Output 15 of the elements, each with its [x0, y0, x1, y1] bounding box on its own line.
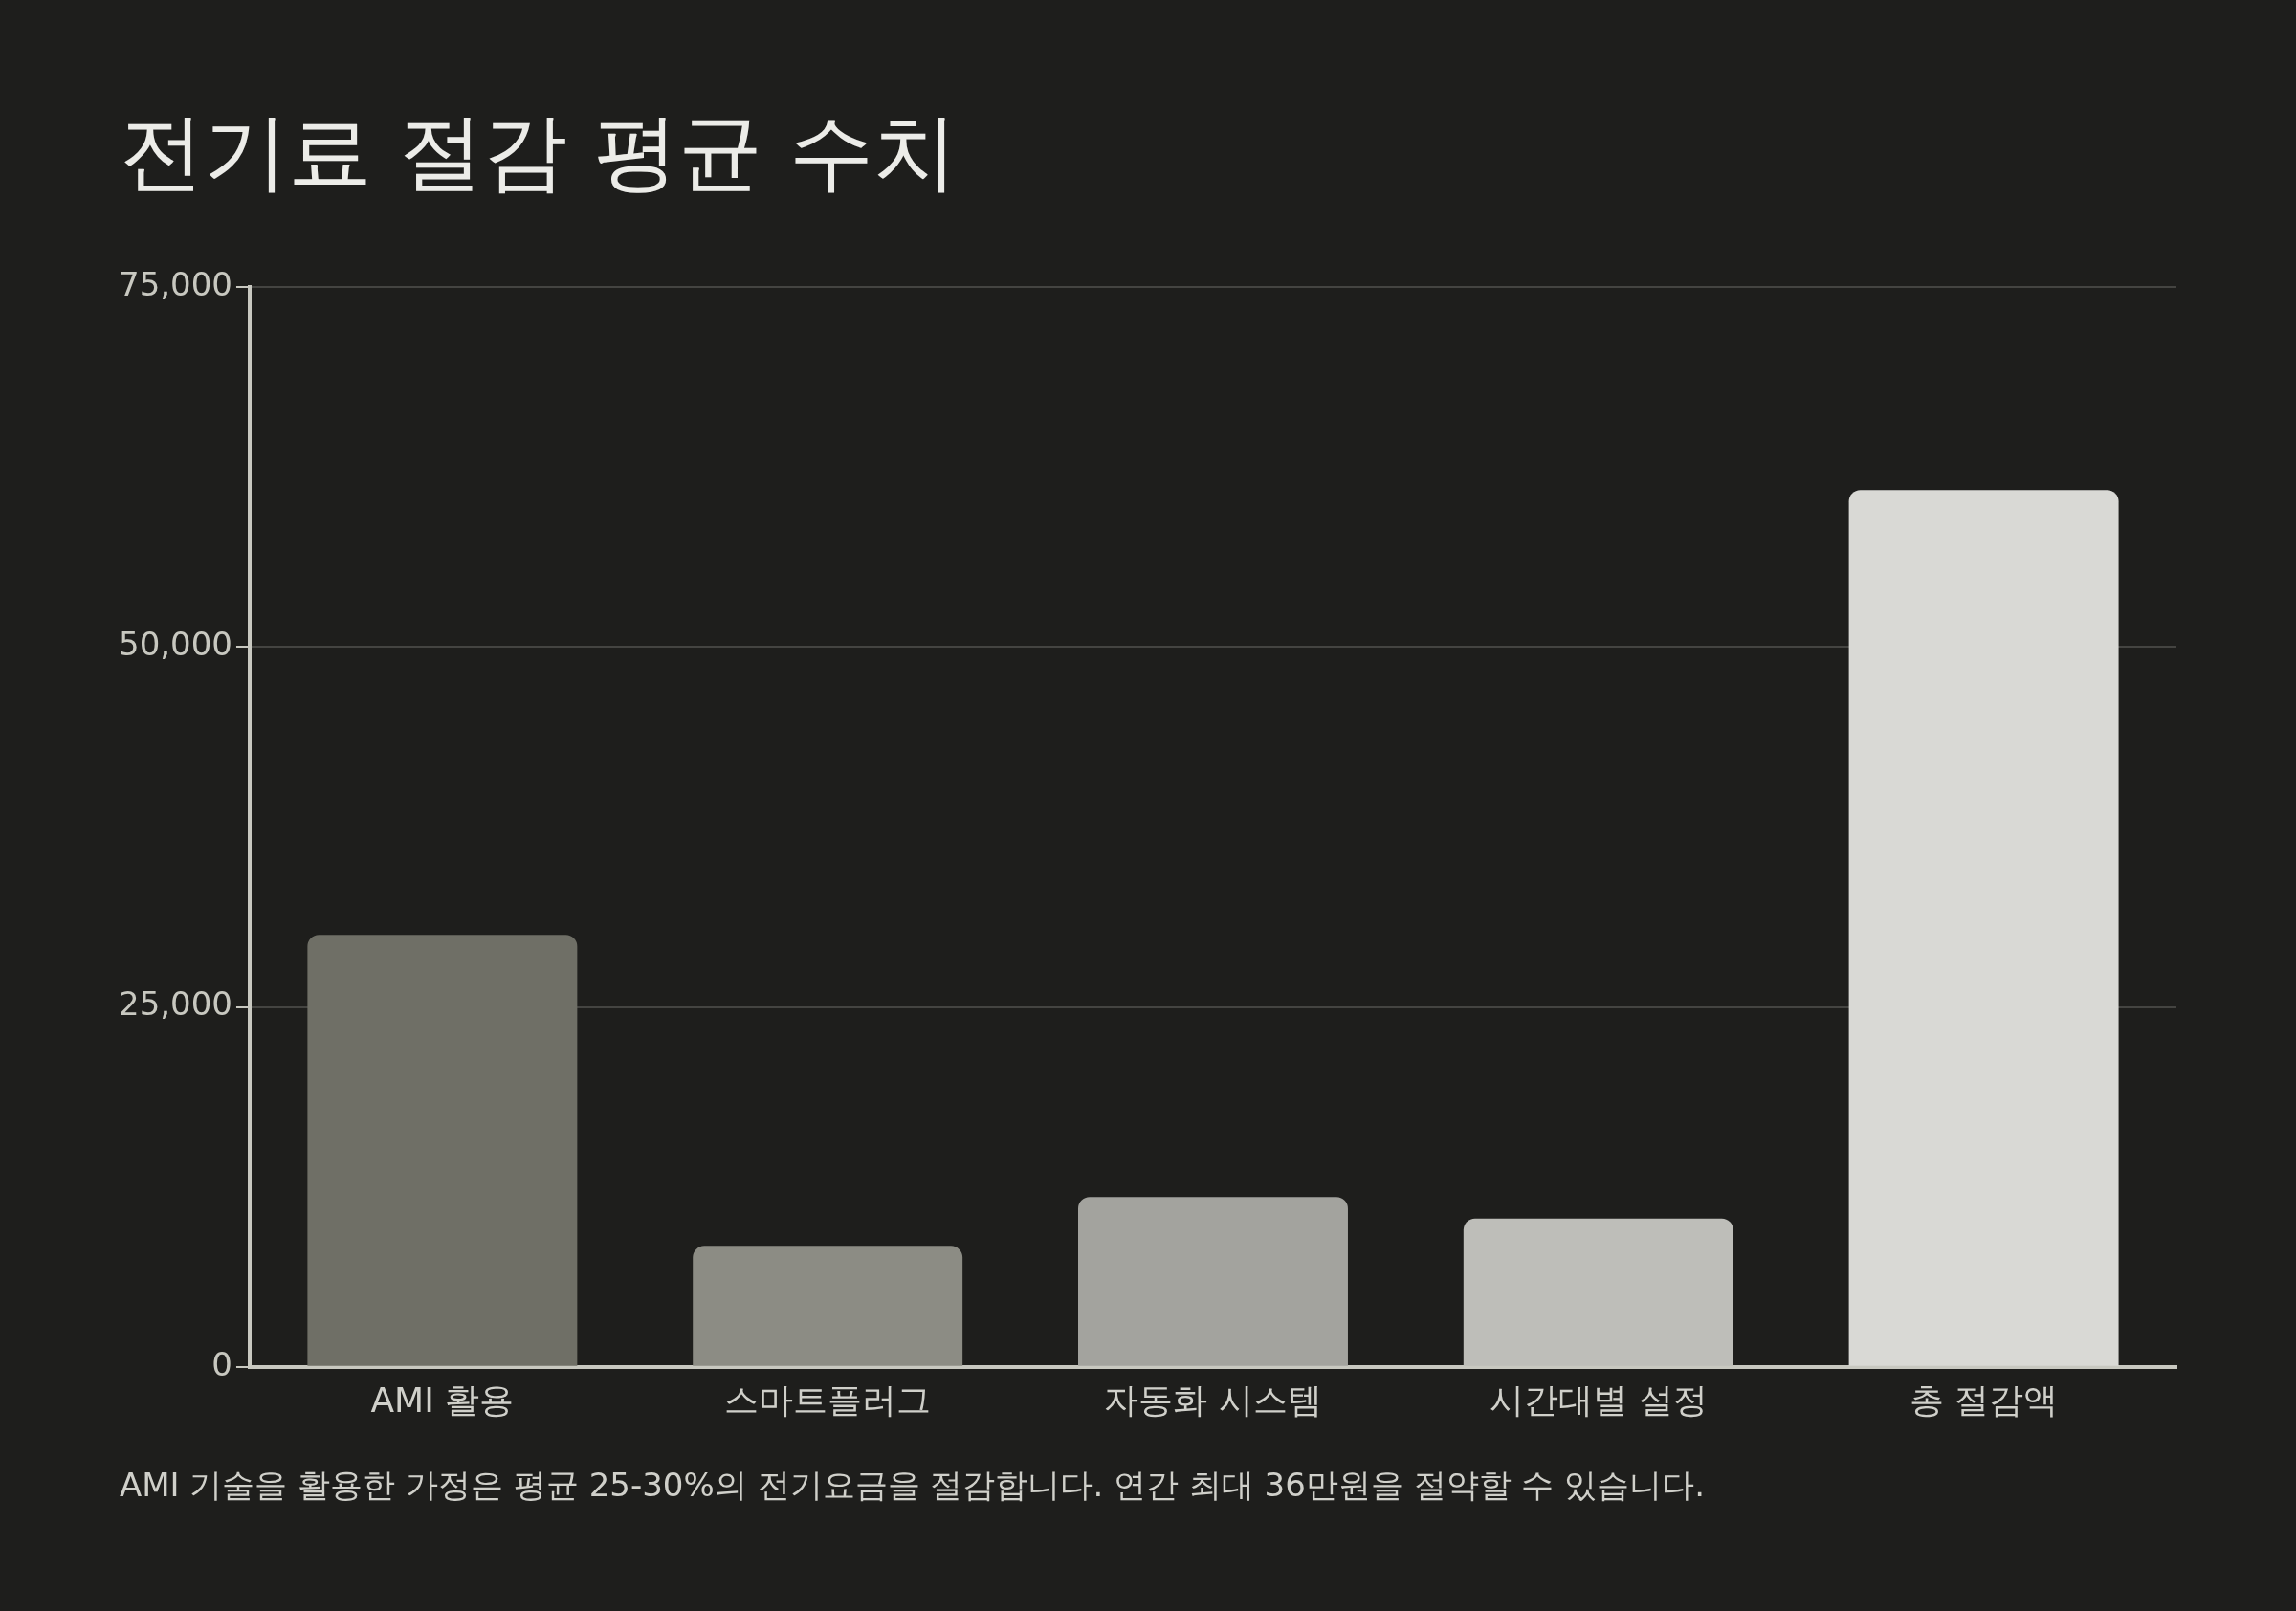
y-tick-label: 50,000 — [119, 625, 232, 664]
y-tick-label: 25,000 — [119, 984, 232, 1024]
bar — [307, 935, 578, 1366]
x-tick-label: 총 절감액 — [1909, 1379, 2059, 1420]
x-tick-label: 시간대별 설정 — [1490, 1379, 1708, 1420]
bar — [1848, 490, 2119, 1366]
text: AMI 기술을 활용한 가정은 평균 25-30%의 전기요금을 절감합니다. 연간 최대 36만원을 절약할 수 있습니다. — [120, 1465, 1706, 1506]
bar — [693, 1246, 963, 1366]
y-tick-label: 0 — [211, 1344, 232, 1383]
y-tick-label: 75,000 — [119, 264, 232, 303]
x-tick-label: 자동화 시스템 — [1104, 1379, 1322, 1420]
x-tick-label: AMI 활용 — [370, 1379, 515, 1420]
chart-title: 전기료 절감 평균 수치 — [120, 101, 958, 203]
x-tick-label: 스마트플러그 — [724, 1379, 932, 1420]
bar — [1078, 1197, 1348, 1366]
